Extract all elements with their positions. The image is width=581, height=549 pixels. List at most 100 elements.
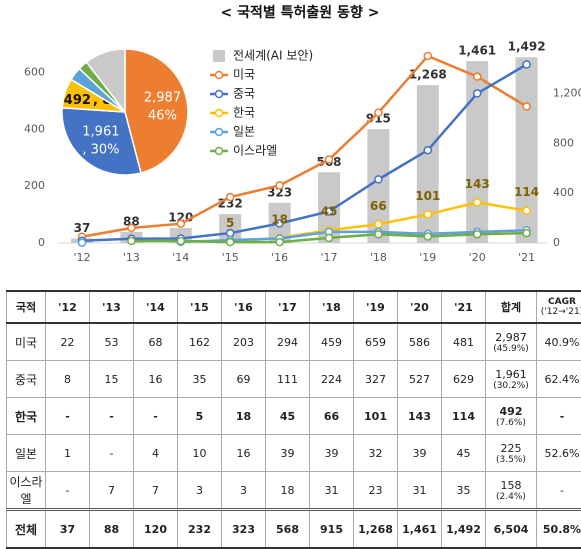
row-label: 전체 — [7, 510, 46, 549]
cell: 31 — [310, 472, 354, 510]
total-value: 158 — [501, 479, 522, 492]
total-value: 225 — [501, 442, 522, 455]
y-tick-label: 600 — [24, 66, 45, 79]
marker — [128, 238, 135, 245]
legend-label: 이스라엘 — [233, 144, 277, 158]
total-cell: 492(7.6%) — [486, 398, 537, 435]
cell: 323 — [222, 510, 266, 549]
cell: 10 — [178, 435, 222, 472]
cagr-cell: - — [537, 398, 581, 435]
header-cell: 합계 — [486, 291, 537, 323]
marker — [523, 103, 530, 110]
total-cell: 6,504 — [486, 510, 537, 549]
bar-value-label: 1,492 — [508, 40, 546, 54]
cagr-cell: 62.4% — [537, 361, 581, 398]
cell: - — [46, 398, 90, 435]
marker — [276, 239, 283, 246]
cell: 37 — [46, 510, 90, 549]
marker — [276, 182, 283, 189]
header-text: '13 — [102, 301, 121, 314]
cell: 1,492 — [442, 510, 486, 549]
total-value: 6,504 — [494, 523, 529, 536]
marker — [474, 73, 481, 80]
cell: 39 — [398, 435, 442, 472]
line-value-label: 45 — [321, 205, 338, 219]
total-value: 1,961 — [495, 368, 527, 381]
cell: 114 — [442, 398, 486, 435]
cell: 18 — [266, 472, 310, 510]
total-cell: 1,961(30.2%) — [486, 361, 537, 398]
cell: 35 — [178, 361, 222, 398]
cell: 232 — [178, 510, 222, 549]
y2-tick-label: 0 — [553, 236, 560, 249]
cell: 31 — [398, 472, 442, 510]
row-label: 이스라엘 — [7, 472, 46, 510]
legend-label: 중국 — [233, 87, 255, 101]
cell: 143 — [398, 398, 442, 435]
cell: - — [134, 398, 178, 435]
cell: 39 — [310, 435, 354, 472]
x-tick-label: '15 — [222, 251, 239, 264]
y-tick-label: 200 — [24, 179, 45, 192]
cell: 1,461 — [398, 510, 442, 549]
cell: 568 — [266, 510, 310, 549]
cell: 629 — [442, 361, 486, 398]
header-cell: '16 — [222, 291, 266, 323]
y2-tick-label: 800 — [553, 136, 574, 149]
cell: 5 — [178, 398, 222, 435]
cell: 22 — [46, 323, 90, 361]
cell: 203 — [222, 323, 266, 361]
cell: 8 — [46, 361, 90, 398]
x-tick-label: '12 — [73, 251, 90, 264]
header-cell: '19 — [354, 291, 398, 323]
cell: 327 — [354, 361, 398, 398]
legend-label: 한국 — [233, 106, 255, 120]
cell: 35 — [442, 472, 486, 510]
cell: - — [46, 472, 90, 510]
header-text: '15 — [190, 301, 209, 314]
header-cell: CAGR('12→'21) — [537, 291, 581, 323]
row-label: 한국 — [7, 398, 46, 435]
line-value-label: 114 — [514, 185, 539, 199]
cell: 101 — [354, 398, 398, 435]
cagr-cell: 50.8% — [537, 510, 581, 549]
cell: 88 — [90, 510, 134, 549]
total-cell: 2,987(45.9%) — [486, 323, 537, 361]
cell: 7 — [90, 472, 134, 510]
line-value-label: 5 — [226, 216, 234, 230]
cell: 45 — [266, 398, 310, 435]
bar-value-label: 1,461 — [458, 44, 496, 58]
marker — [424, 147, 431, 154]
marker — [375, 221, 382, 228]
cell: 4 — [134, 435, 178, 472]
marker — [326, 234, 333, 241]
legend-marker — [216, 91, 223, 98]
cell: 66 — [310, 398, 354, 435]
header-text: '19 — [366, 301, 385, 314]
marker — [474, 199, 481, 206]
cell: 7 — [134, 472, 178, 510]
total-cell: 225(3.5%) — [486, 435, 537, 472]
line-value-label: 66 — [370, 199, 387, 213]
total-value: 492 — [500, 405, 523, 418]
cell: 53 — [90, 323, 134, 361]
marker — [227, 239, 234, 246]
cell: 120 — [134, 510, 178, 549]
legend-marker — [216, 129, 223, 136]
x-tick-label: '17 — [320, 251, 337, 264]
marker — [523, 230, 530, 237]
total-value: 2,987 — [495, 331, 527, 344]
cell: - — [90, 435, 134, 472]
legend-swatch — [213, 50, 225, 62]
pie-value-label: 1,961 — [82, 125, 119, 140]
legend-label: 미국 — [233, 68, 255, 82]
cell: 659 — [354, 323, 398, 361]
x-tick-label: '21 — [518, 251, 535, 264]
cagr-cell: 40.9% — [537, 323, 581, 361]
header-cell: '12 — [46, 291, 90, 323]
